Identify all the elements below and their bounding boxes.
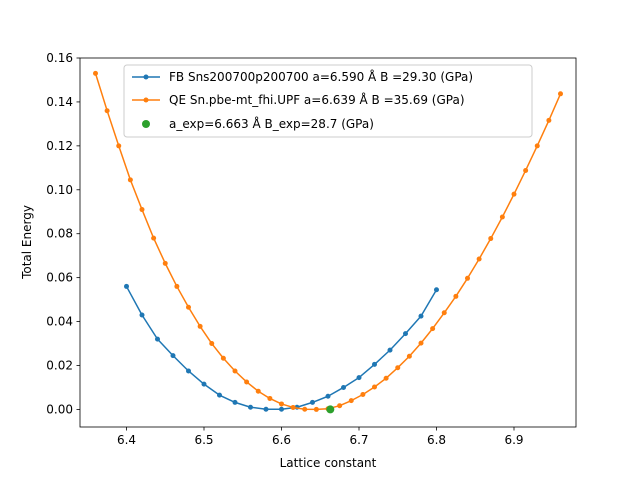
data-point-qe [116,143,122,149]
data-point-fb [325,393,331,399]
data-point-fb [341,384,346,390]
data-point-fb [124,283,129,289]
data-point-qe [558,91,563,97]
x-axis-label: Lattice constant [280,456,377,470]
data-point-fb [310,399,315,405]
data-point-fb [418,313,424,319]
y-tick-label: 0.12 [46,139,73,153]
x-tick-label: 6.5 [194,433,213,447]
y-tick-label: 0.14 [46,95,73,109]
data-point-fb [434,287,439,293]
data-point-exp [326,405,335,414]
data-point-fb [356,375,362,381]
data-point-qe [267,395,273,401]
y-tick-label: 0.06 [46,271,73,285]
legend-marker-exp [142,120,150,128]
data-point-qe [255,388,261,394]
data-point-qe [395,365,401,371]
y-axis-ticks: 0.00 0.02 0.04 0.06 0.08 0.10 0.12 0.14 0.16 [46,51,80,416]
legend: FB Sns200700p200700 a=6.590 Å B =29.30 (… [123,64,533,138]
data-point-qe [244,379,250,385]
x-tick-label: 6.8 [427,433,446,447]
data-point-qe [302,406,308,412]
y-tick-label: 0.16 [46,51,73,65]
data-point-qe [313,406,319,412]
data-point-qe [534,143,540,149]
axes-frame [79,57,577,428]
y-tick-label: 0.00 [46,402,73,416]
legend-marker-fb [143,74,149,80]
data-point-qe [383,375,389,381]
data-point-qe [441,310,447,316]
x-axis-ticks: 6.4 6.5 6.6 6.7 6.8 6.9 [117,427,524,447]
data-point-fb [186,368,191,374]
data-point-qe [453,293,459,299]
data-point-qe [232,368,238,374]
legend-label-exp: a_exp=6.663 Å B_exp=28.7 (GPa) [169,116,374,131]
data-point-qe [337,403,343,409]
data-point-qe [430,326,436,332]
data-point-qe [465,275,470,281]
data-point-qe [197,323,203,329]
data-point-qe [151,235,157,241]
y-tick-label: 0.10 [46,183,73,197]
data-point-qe [406,353,412,359]
data-point-fb [387,347,393,353]
data-point-fb [217,392,222,398]
data-point-qe [174,283,180,289]
x-tick-label: 6.9 [504,433,523,447]
y-tick-label: 0.08 [46,227,73,241]
data-point-qe [523,167,529,173]
data-point-fb [372,361,377,367]
data-point-qe [372,384,377,390]
data-point-qe [139,207,145,213]
data-point-qe [209,341,215,347]
data-point-qe [418,340,424,346]
data-point-qe [186,304,191,310]
data-point-qe [127,177,133,183]
data-point-qe [499,214,505,220]
data-point-fb [139,312,145,318]
data-point-qe [290,404,296,410]
data-point-fb [248,404,253,410]
data-point-fb [263,406,269,412]
data-point-fb [279,406,284,412]
legend-label-qe: QE Sn.pbe-mt_fhi.UPF a=6.639 Å B =35.69 … [169,92,465,107]
data-point-qe [476,256,482,262]
data-point-fb [170,353,176,359]
legend-box [123,64,533,138]
data-point-qe [279,401,284,407]
x-tick-label: 6.7 [349,433,368,447]
data-point-qe [546,117,552,123]
data-point-fb [232,399,238,405]
data-point-fb [403,331,408,337]
data-point-fb [155,336,160,342]
x-tick-label: 6.4 [117,433,136,447]
data-point-qe [488,236,494,242]
y-axis-label: Total Energy [20,205,34,280]
y-tick-label: 0.04 [46,315,73,329]
data-point-qe [162,260,168,266]
data-point-qe [104,108,110,114]
legend-label-fb: FB Sns200700p200700 a=6.590 Å B =29.30 (… [169,69,473,84]
data-point-qe [348,398,354,404]
data-point-fb [201,381,207,387]
data-point-qe [93,70,98,76]
data-point-qe [511,191,517,197]
data-point-qe [360,391,366,397]
legend-marker-qe [143,97,149,103]
x-tick-label: 6.6 [272,433,291,447]
data-point-qe [220,355,226,361]
y-tick-label: 0.02 [46,359,73,373]
plot-area [93,70,563,414]
